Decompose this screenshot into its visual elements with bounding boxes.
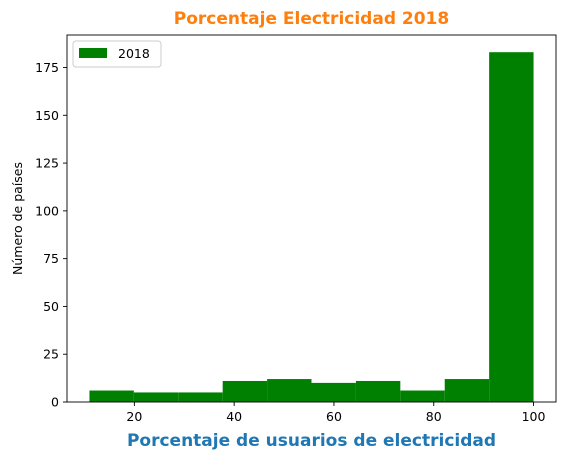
x-tick-label: 100	[522, 409, 546, 424]
y-tick-label: 0	[51, 395, 59, 410]
y-tick-label: 75	[43, 251, 59, 266]
histogram-bar	[489, 52, 534, 402]
y-axis-label: Número de países	[10, 162, 25, 275]
chart-title: Porcentaje Electricidad 2018	[174, 9, 449, 29]
x-tick-label: 20	[126, 409, 142, 424]
histogram-bar	[400, 390, 445, 402]
histogram-bar	[267, 379, 312, 402]
legend-swatch	[79, 48, 107, 58]
y-tick-label: 150	[35, 108, 59, 123]
histogram-bar	[89, 390, 134, 402]
plot-frame	[66, 34, 557, 403]
y-tick-label: 175	[35, 60, 59, 75]
histogram-bar	[355, 380, 401, 402]
histogram-bar	[133, 392, 179, 402]
y-tick-label: 125	[35, 156, 59, 171]
x-tick-label: 40	[226, 409, 242, 424]
x-axis-ticks: 20 40 60 80 100	[126, 402, 546, 424]
y-axis-ticks: 0 25 50 75 100 125 150 175	[35, 60, 67, 410]
histogram-bar	[178, 392, 223, 402]
y-tick-label: 100	[35, 203, 59, 218]
histogram-bar	[444, 379, 490, 402]
legend-label-2018: 2018	[118, 46, 150, 61]
x-tick-label: 60	[326, 409, 342, 424]
y-tick-label: 25	[43, 347, 59, 362]
legend: 2018	[72, 40, 162, 68]
legend-box	[72, 40, 162, 68]
bars-group	[89, 52, 534, 402]
y-tick-label: 50	[43, 299, 59, 314]
histogram-bar	[311, 382, 356, 402]
x-tick-label: 80	[426, 409, 442, 424]
histogram-bar	[222, 380, 268, 402]
x-axis-label: Porcentaje de usuarios de electricidad	[127, 431, 496, 451]
